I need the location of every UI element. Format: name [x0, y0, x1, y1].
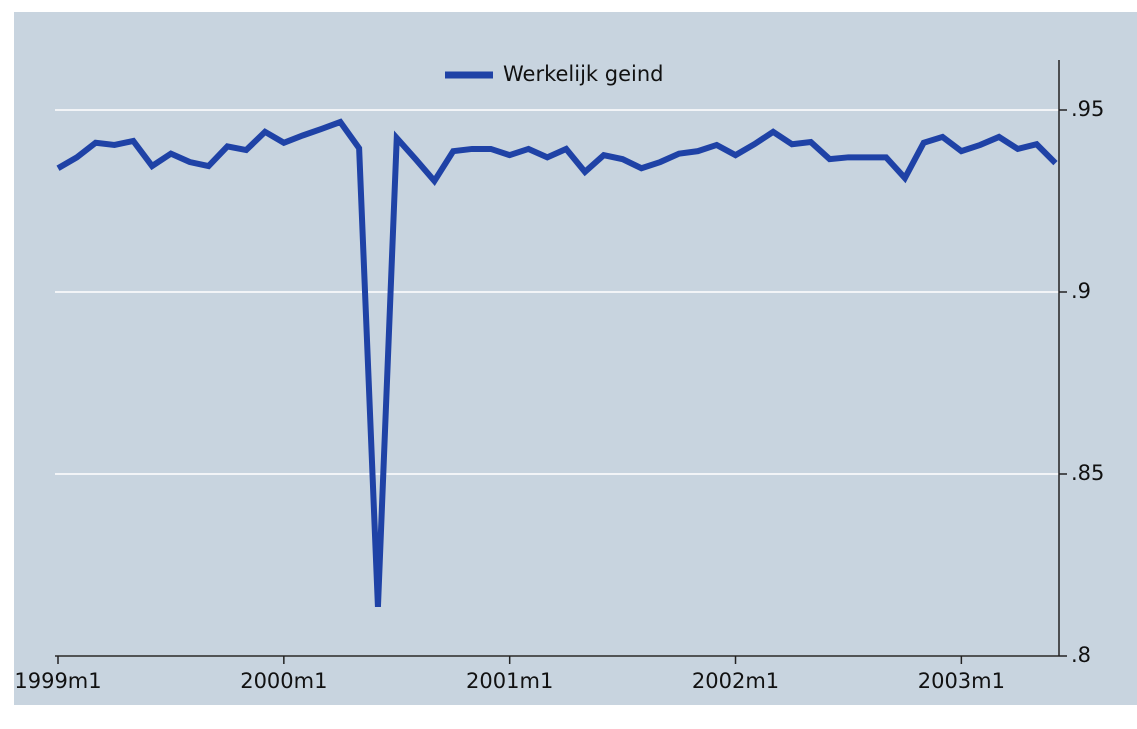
x-tick-label: 2001m1 [466, 669, 553, 693]
y-tick-label: .85 [1071, 461, 1104, 485]
x-tick-label: 2003m1 [918, 669, 1005, 693]
y-tick-label: .9 [1071, 279, 1091, 303]
plot-background [14, 12, 1137, 705]
y-tick-label: .8 [1071, 643, 1091, 667]
legend-label: Werkelijk geind [503, 62, 663, 86]
y-tick-label: .95 [1071, 97, 1104, 121]
x-tick-label: 2002m1 [692, 669, 779, 693]
x-tick-label: 2000m1 [240, 669, 327, 693]
x-tick-label: 1999m1 [14, 669, 101, 693]
line [56, 118, 1058, 607]
